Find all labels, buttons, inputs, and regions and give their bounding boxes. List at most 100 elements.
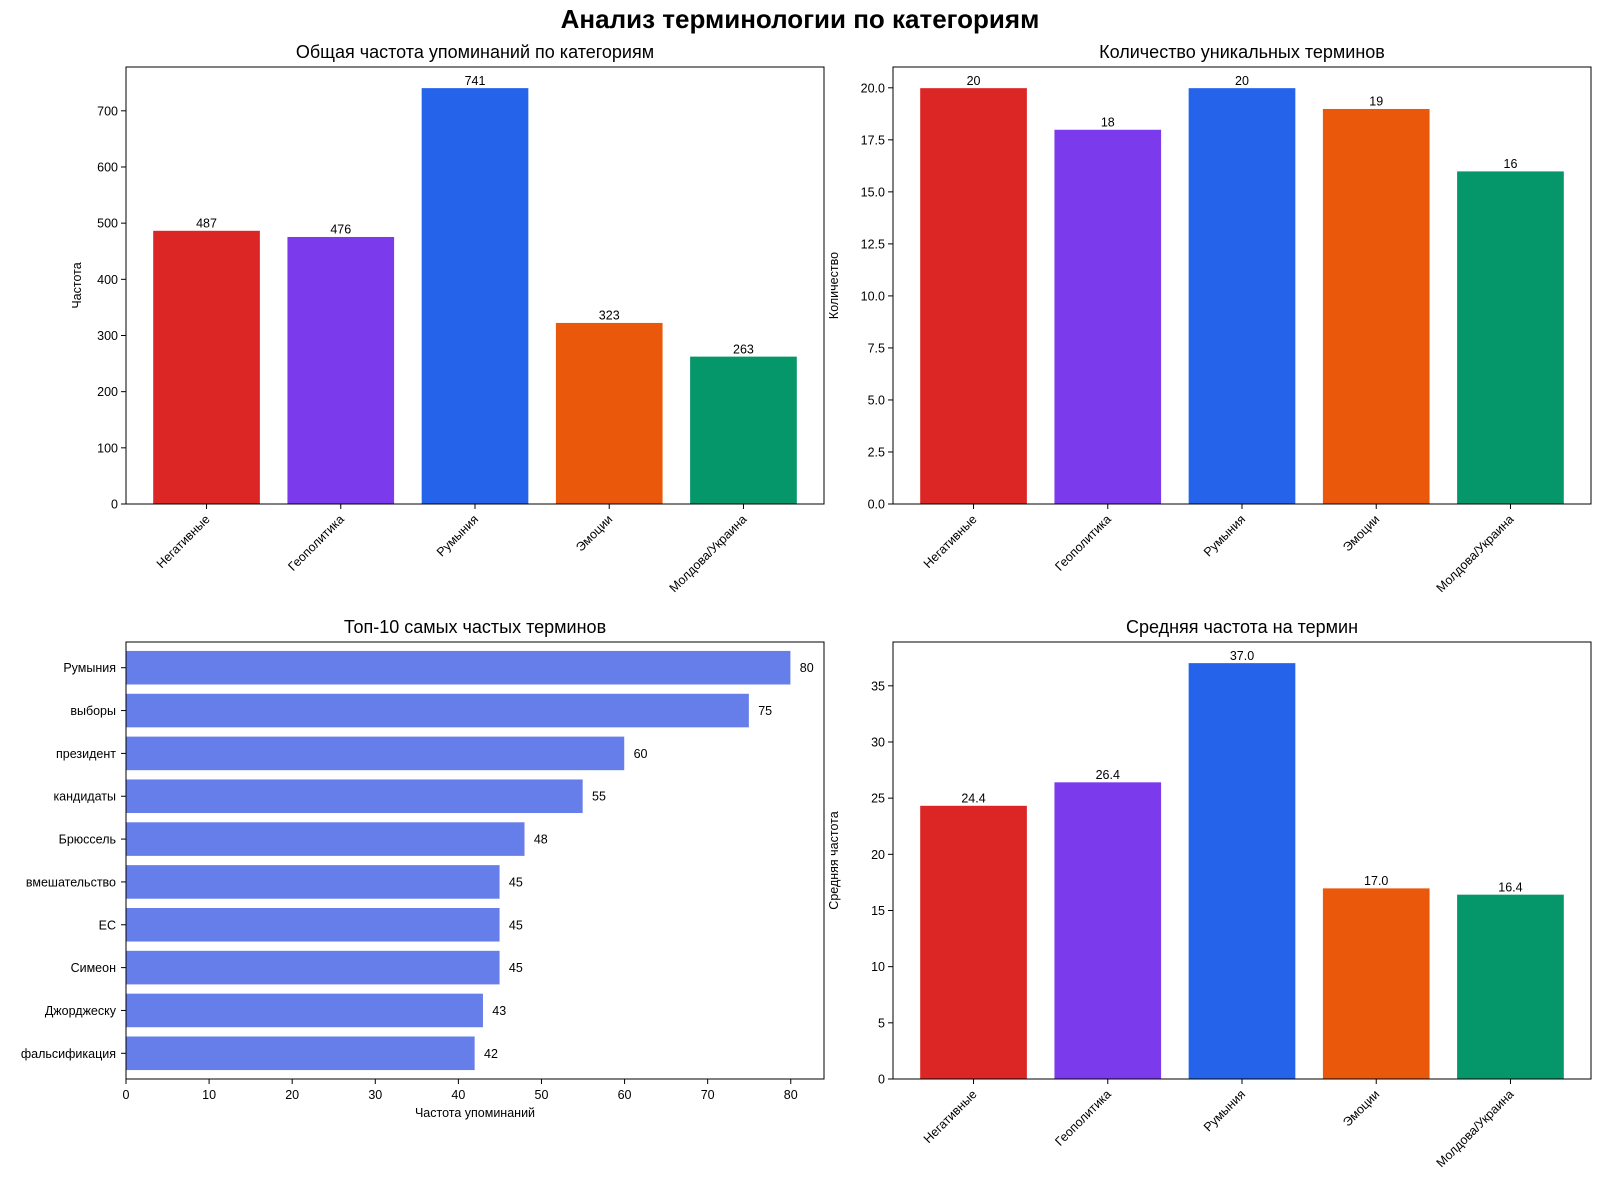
y-tick-label: 12.5 (861, 237, 885, 251)
x-tick-label: Молдова/Украина (1434, 1087, 1517, 1170)
chart-total-frequency: Общая частота упоминаний по категориям 48… (70, 42, 825, 595)
bar-9 (125, 992, 484, 1028)
y-tick-label: вмешательство (26, 875, 116, 889)
y-tick-label: фальсификация (21, 1047, 116, 1061)
y-tick-label: 0 (878, 1073, 885, 1087)
bar-value-label: 43 (492, 1004, 506, 1018)
y-tick-label: 20.0 (861, 81, 885, 95)
bar-1 (125, 650, 792, 686)
y-tick-label: 300 (97, 329, 118, 343)
bar-value-label: 80 (800, 661, 814, 675)
bar-5 (125, 821, 526, 857)
bar-value-label: 45 (509, 961, 523, 975)
bar-2 (125, 693, 750, 729)
bar-3 (1187, 87, 1297, 505)
bar-1 (919, 805, 1028, 1080)
bar-7 (125, 907, 501, 943)
bar-6 (125, 864, 501, 900)
y-tick-label: 10.0 (861, 289, 885, 303)
bar-value-label: 17.0 (1364, 874, 1388, 888)
bar-value-label: 75 (758, 704, 772, 718)
plot-frame (125, 641, 825, 1080)
y-tick-label: 7.5 (868, 341, 885, 355)
bar-4 (1322, 887, 1431, 1080)
y-tick-label: 700 (97, 104, 118, 118)
x-tick-label: 80 (784, 1088, 798, 1102)
bar-1 (919, 87, 1028, 505)
y-tick-label: 200 (97, 385, 118, 399)
bar-8 (125, 950, 501, 986)
chart-title: Топ-10 самых частых терминов (344, 617, 606, 637)
bar-5 (1456, 893, 1565, 1080)
y-tick-label: 35 (871, 679, 885, 693)
bar-value-label: 16 (1504, 157, 1518, 171)
x-tick-label: Эмоции (1340, 1087, 1382, 1129)
bar-2 (286, 236, 395, 505)
bar-value-label: 476 (330, 223, 351, 237)
x-tick-label: Эмоции (573, 512, 615, 554)
x-tick-label: 40 (451, 1088, 465, 1102)
bar-value-label: 18 (1101, 115, 1115, 129)
bar-4 (555, 322, 664, 505)
bar-value-label: 42 (484, 1047, 498, 1061)
bar-2 (1053, 781, 1162, 1080)
chart-top10-terms: Топ-10 самых частых терминов 80 Румыния 75 в… (21, 617, 825, 1120)
y-tick-label: ЕС (99, 918, 116, 932)
y-tick-label: 600 (97, 160, 118, 174)
y-tick-label: 25 (871, 792, 885, 806)
bar-value-label: 19 (1369, 95, 1383, 109)
x-tick-label: Геополитика (1052, 512, 1114, 574)
x-tick-label: Негативные (921, 1087, 980, 1146)
x-tick-label: 50 (535, 1088, 549, 1102)
y-tick-label: кандидаты (53, 790, 116, 804)
x-tick-label: Негативные (154, 512, 213, 571)
bar-1 (152, 230, 261, 505)
chart-title: Средняя частота на термин (1126, 617, 1358, 637)
x-tick-label: Эмоции (1340, 512, 1382, 554)
chart-title: Общая частота упоминаний по категориям (296, 42, 654, 62)
chart-unique-terms: Количество уникальных терминов 20 Негативн… (827, 42, 1592, 595)
y-tick-label: 400 (97, 273, 118, 287)
y-tick-label: 100 (97, 441, 118, 455)
bar-4 (125, 778, 584, 814)
bar-value-label: 45 (509, 918, 523, 932)
y-axis-label: Частота (70, 262, 84, 308)
x-tick-label: Геополитика (1052, 1087, 1114, 1149)
x-tick-label: Молдова/Украина (1434, 512, 1517, 595)
x-tick-label: 70 (701, 1088, 715, 1102)
y-tick-label: 15.0 (861, 185, 885, 199)
y-tick-label: 17.5 (861, 133, 885, 147)
y-tick-label: 20 (871, 848, 885, 862)
bar-4 (1322, 108, 1431, 505)
y-tick-label: 2.5 (868, 445, 885, 459)
x-tick-label: 60 (618, 1088, 632, 1102)
bar-value-label: 741 (465, 74, 486, 88)
y-axis-label: Средняя частота (827, 811, 841, 909)
y-tick-label: 10 (871, 960, 885, 974)
y-tick-label: президент (56, 747, 116, 761)
plot-frame (125, 66, 825, 505)
x-tick-label: 10 (202, 1088, 216, 1102)
x-axis-label: Частота упоминаний (415, 1106, 535, 1120)
x-tick-label: Румыния (1201, 512, 1248, 559)
x-tick-label: 30 (368, 1088, 382, 1102)
bar-value-label: 37.0 (1230, 649, 1254, 663)
y-tick-label: Джорджеску (45, 1004, 117, 1018)
bar-3 (1187, 662, 1297, 1080)
y-tick-label: 0.0 (868, 498, 885, 512)
y-tick-label: 5.0 (868, 393, 885, 407)
y-tick-label: 5 (878, 1016, 885, 1030)
bar-value-label: 487 (196, 216, 217, 230)
y-tick-label: 30 (871, 735, 885, 749)
chart-title: Количество уникальных терминов (1099, 42, 1385, 62)
y-tick-label: Румыния (63, 661, 116, 675)
bar-value-label: 55 (592, 790, 606, 804)
bar-value-label: 20 (967, 74, 981, 88)
bar-10 (125, 1035, 476, 1071)
bar-5 (1456, 170, 1565, 505)
x-tick-label: 20 (285, 1088, 299, 1102)
bar-5 (689, 355, 798, 505)
x-tick-label: Негативные (921, 512, 980, 571)
y-tick-label: Симеон (71, 961, 117, 975)
